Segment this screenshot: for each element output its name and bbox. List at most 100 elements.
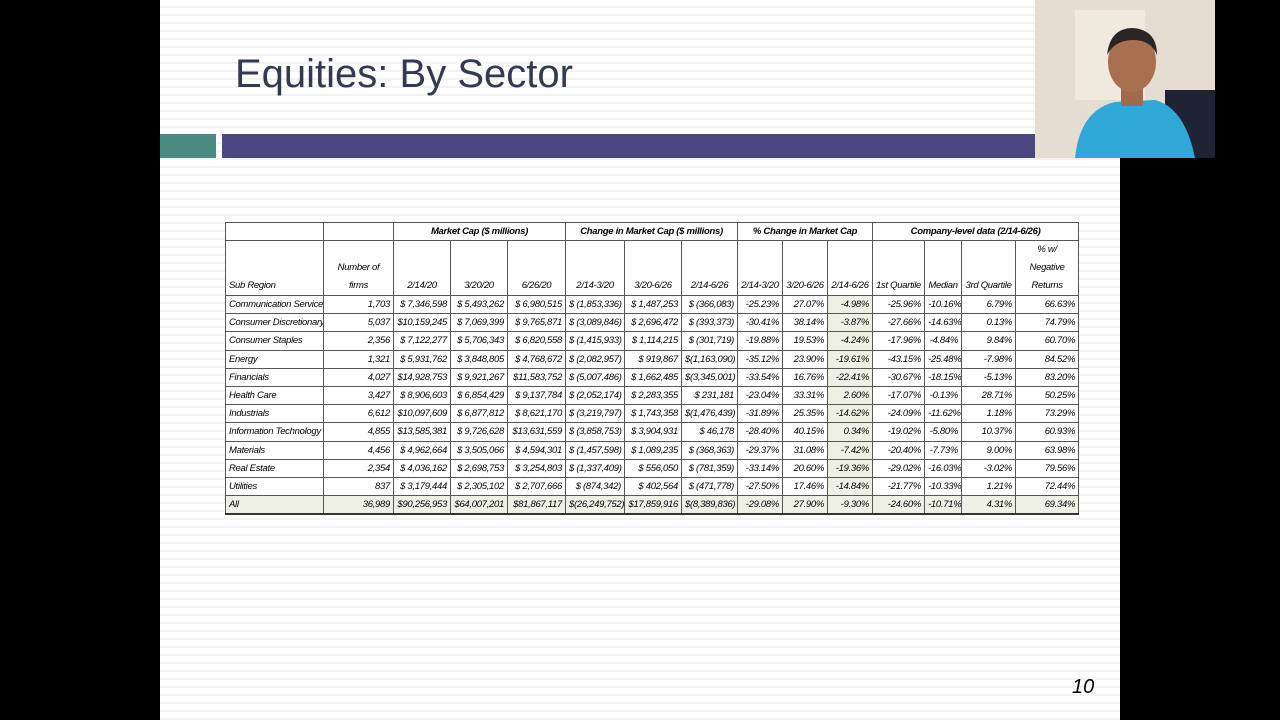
cell: $ (3,858,753) xyxy=(565,422,625,442)
cell: 2.60% xyxy=(827,385,874,406)
cell: -3.87% xyxy=(827,313,874,333)
cell: $ (3,089,846) xyxy=(565,313,625,333)
cell: $(1,476,439) xyxy=(680,404,739,424)
cell: $ 2,696,472 xyxy=(624,313,682,333)
cell: 72.44% xyxy=(1015,476,1080,497)
cell: $10,159,245 xyxy=(393,313,451,333)
cell: $ 3,254,803 xyxy=(507,458,566,478)
cell: 27.07% xyxy=(782,294,829,315)
cell: 4,855 xyxy=(323,422,394,442)
sector-table: Market Cap ($ millions) Change in Market… xyxy=(225,222,1080,516)
cell: $ 4,768,672 xyxy=(507,349,566,369)
cell: $ 9,921,267 xyxy=(450,367,508,387)
row-label: Real Estate xyxy=(225,458,324,478)
cell: 63.98% xyxy=(1015,440,1080,460)
cell: $ (1,337,409) xyxy=(565,458,625,478)
cell: -19.61% xyxy=(827,349,874,369)
cell: $ 231,181 xyxy=(680,385,739,406)
cell: 83.20% xyxy=(1015,367,1080,387)
cell: $17,859,916 xyxy=(624,495,682,516)
group-header-row: Market Cap ($ millions) Change in Market… xyxy=(225,222,1080,241)
cell: -5.80% xyxy=(924,422,963,442)
cell: $ 2,283,355 xyxy=(624,385,682,406)
cell: $ 402,564 xyxy=(624,476,682,497)
cell: -7.98% xyxy=(961,349,1017,369)
cell: -33.54% xyxy=(737,367,784,387)
cell: $ 1,114,215 xyxy=(624,331,682,351)
group-header: Market Cap ($ millions) xyxy=(393,222,566,241)
cell: -20.40% xyxy=(872,440,926,460)
cell: $ (393,373) xyxy=(680,313,739,333)
column-header: Number of firms xyxy=(323,240,394,296)
cell: 16.76% xyxy=(782,367,829,387)
cell: 1.18% xyxy=(961,404,1017,424)
cell: -43.15% xyxy=(872,349,926,369)
cell: $ (5,007,486) xyxy=(565,367,625,387)
cell: 84.52% xyxy=(1015,349,1080,369)
cell: $(1,163,090) xyxy=(680,349,739,369)
cell: -7.73% xyxy=(924,440,963,460)
cell: -21.77% xyxy=(872,476,926,497)
cell: $ (366,083) xyxy=(680,294,739,315)
cell: $ 9,765,871 xyxy=(507,313,566,333)
cell: -27.50% xyxy=(737,476,784,497)
cell: $ 5,931,762 xyxy=(393,349,451,369)
title-bar xyxy=(222,134,1035,158)
cell: $ 6,854,429 xyxy=(450,385,508,406)
cell: $ 4,594,301 xyxy=(507,440,566,460)
cell: -3.02% xyxy=(961,458,1017,478)
cell: $ (1,853,336) xyxy=(565,294,625,315)
cell: $ (1,415,933) xyxy=(565,331,625,351)
cell: -10.16% xyxy=(924,294,963,315)
cell: $ 7,346,598 xyxy=(393,294,451,315)
row-label: Financials xyxy=(225,367,324,387)
cell: $ 5,706,343 xyxy=(450,331,508,351)
cell: $ 6,820,558 xyxy=(507,331,566,351)
data-row: Financials 4,027 $14,928,753 $ 9,921,267 $11… xyxy=(225,367,1080,387)
cell: -24.09% xyxy=(872,404,926,424)
cell: -30.41% xyxy=(737,313,784,333)
row-label: Information Technology xyxy=(225,422,324,442)
cell: 33.31% xyxy=(782,385,829,406)
cell: $ 556,050 xyxy=(624,458,682,478)
cell: 4,456 xyxy=(323,440,394,460)
cell: -19.88% xyxy=(737,331,784,351)
cell: 23.90% xyxy=(782,349,829,369)
data-row: Health Care 3,427 $ 8,906,603 $ 6,854,429 $ … xyxy=(225,385,1080,406)
data-row: All 36,989 $90,256,953 $64,007,201 $81,867,1… xyxy=(225,495,1080,516)
cell: -25.23% xyxy=(737,294,784,315)
cell: 5,037 xyxy=(323,313,394,333)
cell: 69.34% xyxy=(1015,495,1080,516)
cell: 4,027 xyxy=(323,367,394,387)
cell: 27.90% xyxy=(782,495,829,516)
cell: $(26,249,752) xyxy=(565,495,625,516)
cell: 9.00% xyxy=(961,440,1017,460)
cell: $ 46,178 xyxy=(680,422,739,442)
cell: $ 1,487,253 xyxy=(624,294,682,315)
row-label: Consumer Staples xyxy=(225,331,324,351)
cell: 74.79% xyxy=(1015,313,1080,333)
cell: $ 3,179,444 xyxy=(393,476,451,497)
cell: $(3,345,001) xyxy=(680,367,739,387)
cell: 73.29% xyxy=(1015,404,1080,424)
cell: -5.13% xyxy=(961,367,1017,387)
cell: -30.67% xyxy=(872,367,926,387)
cell: -29.37% xyxy=(737,440,784,460)
cell: -16.03% xyxy=(924,458,963,478)
column-header: 3/20-6/26 xyxy=(782,240,829,296)
cell: $(8,389,836) xyxy=(680,495,739,516)
column-header: 2/14/20 xyxy=(393,240,451,296)
column-header: 3/20-6/26 xyxy=(624,240,682,296)
cell: $ 9,137,784 xyxy=(507,385,566,406)
cell: -18.15% xyxy=(924,367,963,387)
cell: -10.33% xyxy=(924,476,963,497)
cell: $ 6,877,812 xyxy=(450,404,508,424)
cell: -4.84% xyxy=(924,331,963,351)
webcam-image xyxy=(1035,0,1215,158)
cell: $ 1,743,358 xyxy=(624,404,682,424)
group-header: Change in Market Cap ($ millions) xyxy=(564,222,739,241)
cell: 10.37% xyxy=(961,422,1017,442)
cell: $ 8,621,170 xyxy=(507,404,566,424)
column-header: 6/26/20 xyxy=(507,240,566,296)
column-header: 3/20/20 xyxy=(450,240,508,296)
